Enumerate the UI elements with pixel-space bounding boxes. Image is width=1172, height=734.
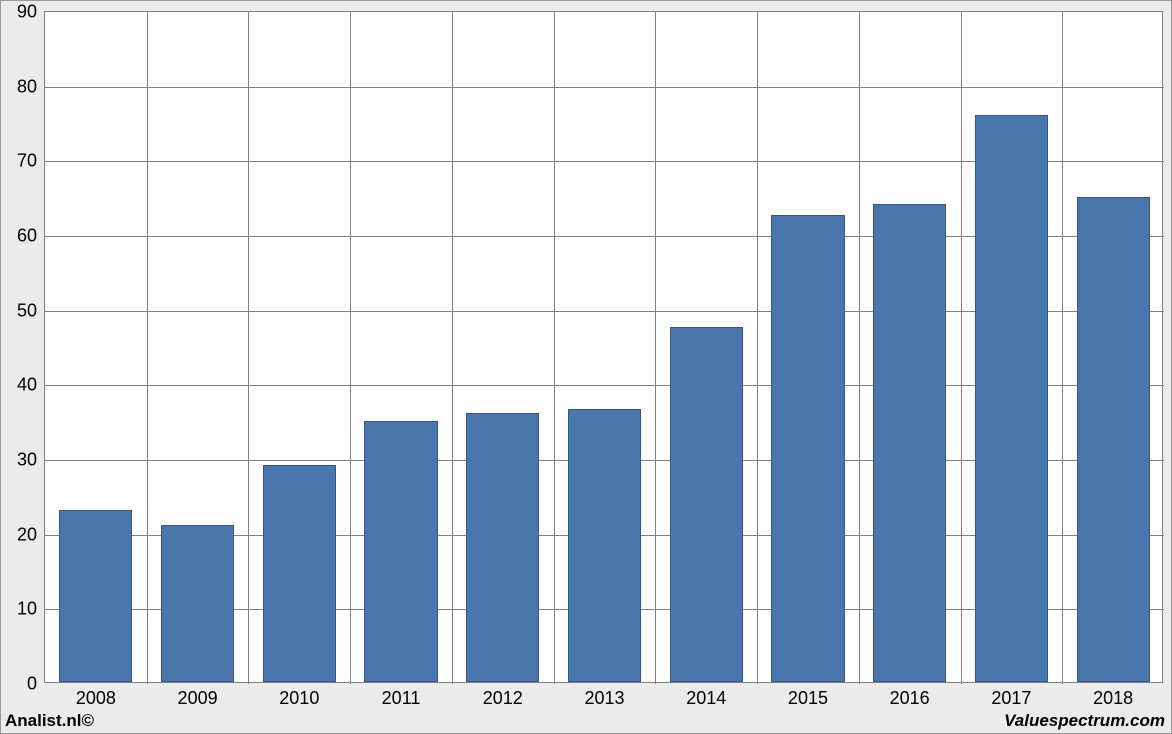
x-tick-label: 2017: [991, 688, 1031, 709]
x-tick-label: 2016: [890, 688, 930, 709]
bar: [161, 525, 234, 682]
x-tick-label: 2008: [76, 688, 116, 709]
y-tick-label: 90: [17, 2, 37, 23]
x-tick-label: 2010: [279, 688, 319, 709]
gridline: [45, 87, 1164, 88]
bar: [771, 215, 844, 682]
x-tick-label: 2011: [382, 688, 421, 709]
y-tick-label: 30: [17, 450, 37, 471]
bar: [568, 409, 641, 682]
gridline-vertical: [350, 12, 351, 684]
y-tick-label: 20: [17, 524, 37, 545]
gridline-vertical: [757, 12, 758, 684]
gridline-vertical: [1062, 12, 1063, 684]
x-tick-label: 2014: [686, 688, 726, 709]
y-tick-label: 80: [17, 76, 37, 97]
bar: [873, 204, 946, 682]
gridline-vertical: [859, 12, 860, 684]
gridline-vertical: [248, 12, 249, 684]
plot-area: 0102030405060708090200820092010201120122…: [44, 11, 1163, 683]
footer-left-text: Analist.nl©: [5, 711, 94, 731]
bar: [1077, 197, 1150, 682]
gridline-vertical: [655, 12, 656, 684]
x-tick-label: 2018: [1093, 688, 1133, 709]
y-tick-label: 40: [17, 375, 37, 396]
y-tick-label: 50: [17, 300, 37, 321]
x-tick-label: 2013: [584, 688, 624, 709]
y-tick-label: 0: [27, 674, 37, 695]
y-tick-label: 70: [17, 151, 37, 172]
x-tick-label: 2012: [483, 688, 523, 709]
x-tick-label: 2015: [788, 688, 828, 709]
x-tick-label: 2009: [178, 688, 218, 709]
y-tick-label: 10: [17, 599, 37, 620]
gridline-vertical: [554, 12, 555, 684]
gridline-vertical: [452, 12, 453, 684]
bar: [670, 327, 743, 682]
bar: [364, 421, 437, 682]
bar: [975, 115, 1048, 682]
bar: [59, 510, 132, 682]
gridline-vertical: [961, 12, 962, 684]
gridline-vertical: [147, 12, 148, 684]
y-tick-label: 60: [17, 226, 37, 247]
footer-right-text: Valuespectrum.com: [1004, 711, 1165, 731]
chart-frame: 0 10 20 30 40 50 60 70 80 90 2008 2009 2010 2011 2012 2…: [0, 0, 1172, 734]
bar: [466, 413, 539, 682]
bar: [263, 465, 336, 682]
